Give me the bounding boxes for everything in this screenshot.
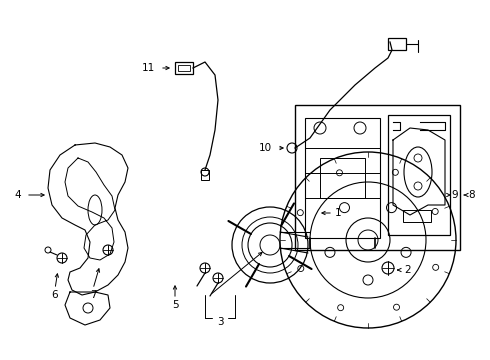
Bar [305, 118, 380, 238]
Bar [320, 158, 365, 198]
Text: 4: 4 [15, 190, 21, 200]
Text: 10: 10 [258, 143, 271, 153]
Bar [388, 115, 450, 235]
Text: 2: 2 [405, 265, 411, 275]
Text: 1: 1 [335, 208, 342, 218]
Text: 7: 7 [90, 290, 97, 300]
Text: 3: 3 [217, 317, 223, 327]
Text: 5: 5 [172, 300, 178, 310]
Text: 8: 8 [469, 190, 475, 200]
Bar [295, 105, 460, 250]
Text: 9: 9 [452, 190, 458, 200]
Bar [403, 210, 431, 222]
Text: 6: 6 [51, 290, 58, 300]
Bar [178, 65, 190, 71]
Bar [175, 62, 193, 74]
Bar [388, 38, 406, 50]
Bar [201, 170, 209, 180]
Text: 11: 11 [142, 63, 155, 73]
